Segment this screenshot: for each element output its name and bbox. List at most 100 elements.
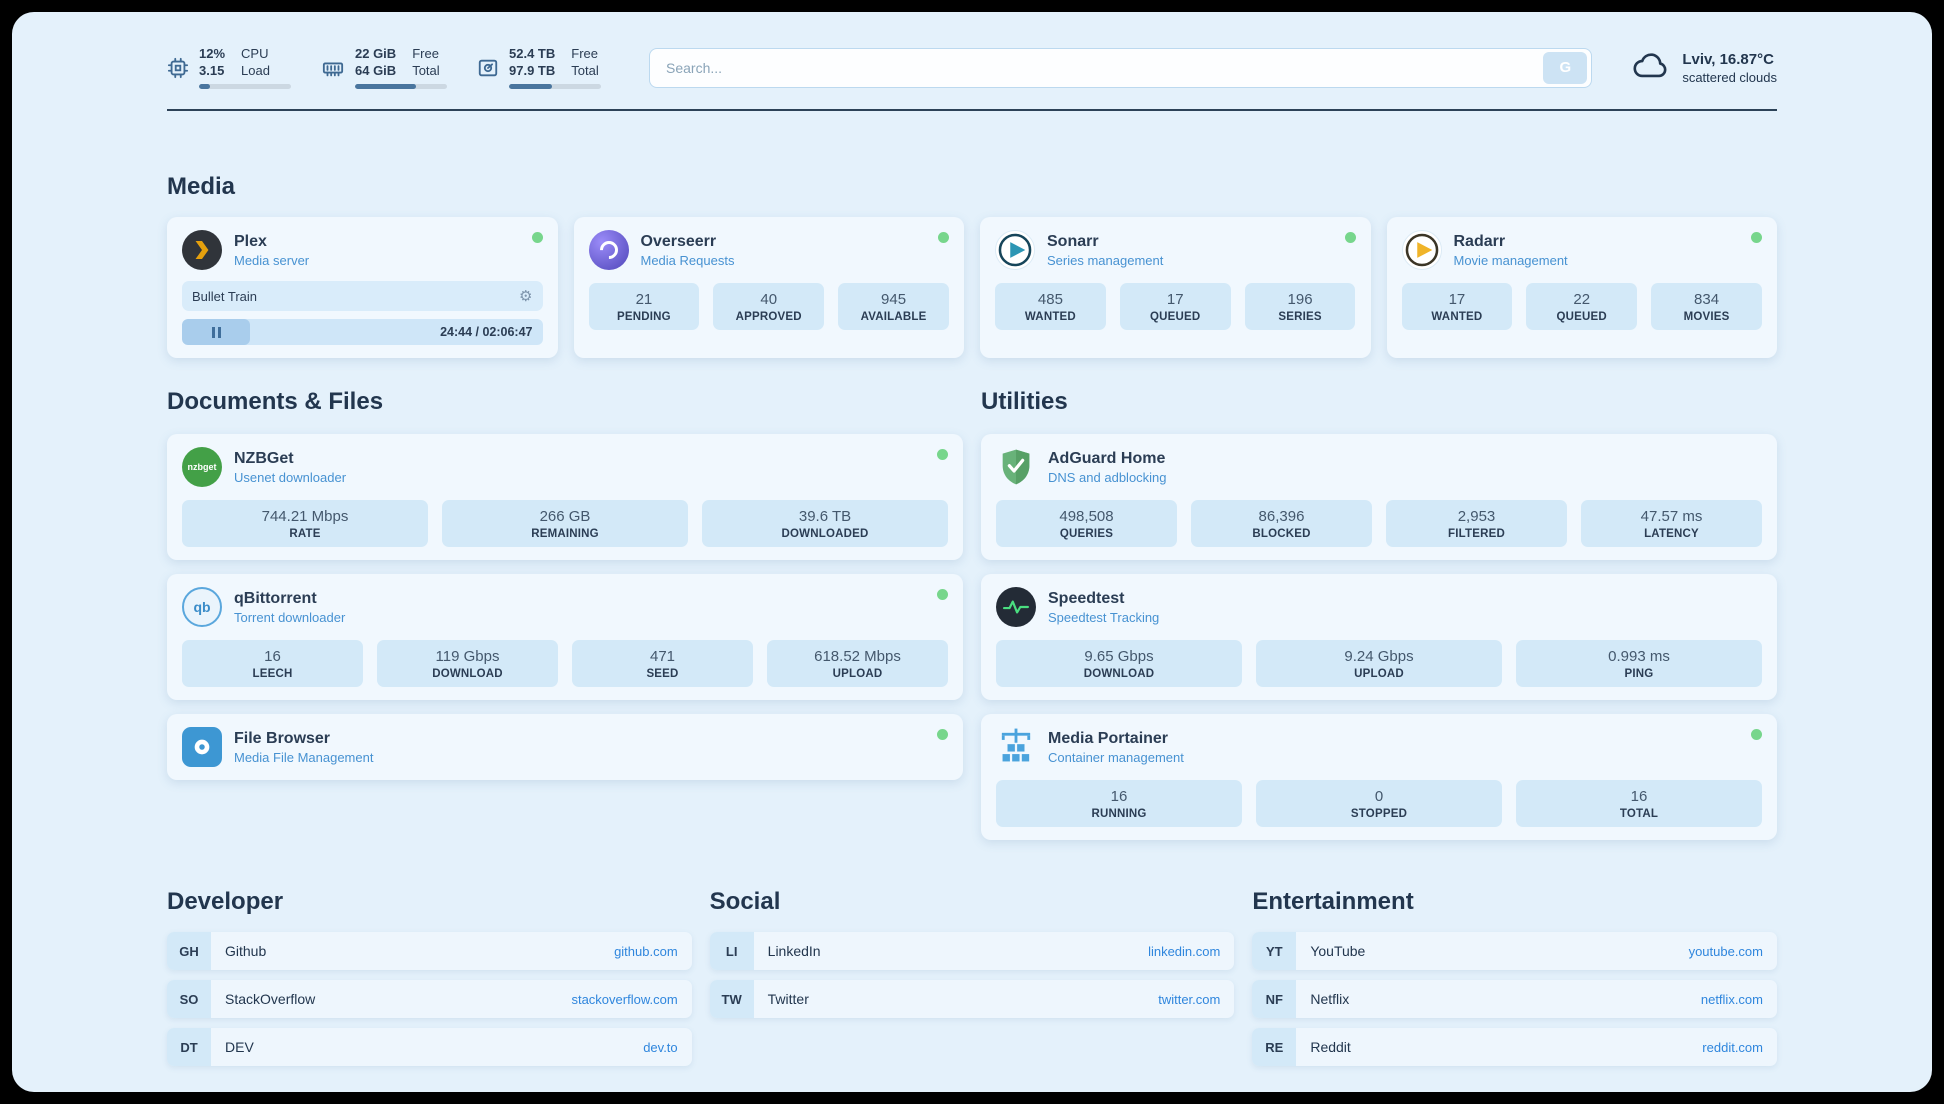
disk-usage-bar [509,84,601,89]
dev-abbr-icon: DT [167,1028,211,1066]
app-card-speedtest[interactable]: Speedtest Speedtest Tracking 9.65 Gbps D… [981,574,1777,700]
status-dot [1751,232,1762,243]
bookmark-netflix[interactable]: NF Netflix netflix.com [1252,980,1777,1018]
app-name: Speedtest [1048,589,1125,607]
stat-ping: 0.993 ms PING [1516,640,1762,687]
app-name: qBittorrent [234,589,317,607]
twitter-abbr-icon: TW [709,980,754,1018]
app-name: Sonarr [1047,232,1099,250]
weather-location: Lviv, 16.87°C [1682,50,1774,68]
app-desc: Torrent downloader [234,609,346,625]
stat-latency: 47.57 ms LATENCY [1581,500,1762,547]
portainer-logo-icon [996,727,1036,767]
app-card-radarr[interactable]: Radarr Movie management 17 WANTED 22 QUE… [1386,217,1777,358]
status-dot [938,232,949,243]
reddit-abbr-icon: RE [1252,1028,1297,1066]
section-entertainment: Entertainment YT YouTube youtube.com NF … [1252,888,1777,1066]
disk-label-bottom: Total [571,63,599,78]
search-bar: G [649,47,1593,88]
status-dot [531,232,543,243]
plex-logo-icon [182,230,222,270]
cpu-icon [167,57,189,79]
stat-running: 16 RUNNING [996,780,1242,827]
speedtest-logo-icon [996,587,1036,627]
stat-movies: 834 MOVIES [1651,283,1762,330]
disk-total-value: 97.9 TB [509,63,556,78]
top-bar: 12% 3.15 CPU Load [167,46,1777,89]
stat-seed: 471 SEED [572,640,753,687]
disk-free-value: 52.4 TB [509,46,556,61]
app-card-sonarr[interactable]: Sonarr Series management 485 WANTED 17 Q… [980,217,1371,358]
stat-filtered: 2,953 FILTERED [1386,500,1567,547]
stat-pending: 21 PENDING [588,283,700,330]
app-desc: Media File Management [234,749,374,765]
social-heading: Social [709,888,781,915]
disk-label-top: Free [571,46,598,61]
now-playing-title: Bullet Train [192,288,258,304]
stat-queued: 17 QUEUED [1119,283,1231,330]
cpu-label-top: CPU [241,46,269,61]
overseerr-logo-icon [588,230,629,270]
cpu-usage-bar [199,84,291,89]
status-dot [1344,232,1356,243]
stat-total: 16 TOTAL [1516,780,1762,827]
ram-free-value: 22 GiB [355,46,397,61]
entertainment-heading: Entertainment [1252,888,1414,915]
gear-icon[interactable]: ⚙ [519,288,533,305]
app-card-portainer[interactable]: Media Portainer Container management 16 … [981,714,1777,840]
bookmark-youtube[interactable]: YT YouTube youtube.com [1252,932,1777,970]
ram-widget: 22 GiB 64 GiB Free Total [321,46,447,89]
app-card-nzbget[interactable]: nzbget NZBGet Usenet downloader 744.21 M… [167,434,963,560]
stat-upload: 618.52 Mbps UPLOAD [767,640,948,687]
stat-wanted: 17 WANTED [1401,283,1513,330]
bookmark-github[interactable]: GH Github github.com [167,932,692,970]
app-name: Plex [234,232,267,250]
status-dot [937,729,948,740]
bookmark-stackoverflow[interactable]: SO StackOverflow stackoverflow.com [167,980,692,1018]
app-card-filebrowser[interactable]: File Browser Media File Management [167,714,963,780]
app-card-plex[interactable]: Plex Media server Bullet Train ⚙ 24:44 /… [167,217,558,358]
search-input[interactable] [654,59,1544,76]
ram-usage-bar [355,84,447,89]
app-desc: Media server [234,252,310,268]
bookmark-twitter[interactable]: TW Twitter twitter.com [709,980,1235,1018]
nzbget-logo-icon: nzbget [182,447,222,487]
status-dot [1751,729,1762,740]
bookmark-dev[interactable]: DT DEV dev.to [167,1028,692,1066]
disk-icon [477,57,499,79]
plex-now-playing: Bullet Train ⚙ [182,281,543,311]
app-name: AdGuard Home [1048,449,1166,467]
app-desc: Media Requests [640,252,735,268]
status-dot [937,449,948,460]
app-name: Media Portainer [1048,729,1169,747]
plex-playback-time: 24:44 / 02:06:47 [440,325,533,339]
developer-heading: Developer [167,888,284,915]
app-desc: DNS and adblocking [1048,469,1167,485]
qbittorrent-logo-icon: qb [182,587,222,627]
media-heading: Media [167,173,236,200]
plex-progress-played [182,319,251,345]
section-documents: Documents & Files nzbget NZBGet Usenet d… [167,388,963,780]
app-name: NZBGet [234,449,294,467]
bookmark-linkedin[interactable]: LI LinkedIn linkedin.com [709,932,1235,970]
bookmark-reddit[interactable]: RE Reddit reddit.com [1252,1028,1777,1066]
status-dot [937,589,948,600]
app-card-overseerr[interactable]: Overseerr Media Requests 21 PENDING 40 A… [573,217,964,358]
ram-icon [321,57,345,79]
stat-blocked: 86,396 BLOCKED [1191,500,1372,547]
disk-widget: 52.4 TB 97.9 TB Free Total [477,46,601,89]
topbar-divider [167,109,1777,111]
weather-widget: Lviv, 16.87°C scattered clouds [1632,51,1777,85]
app-card-adguard[interactable]: AdGuard Home DNS and adblocking 498,508 … [981,434,1777,560]
radarr-logo-icon [1401,230,1442,270]
app-name: Overseerr [640,232,717,250]
documents-heading: Documents & Files [167,388,384,415]
app-desc: Container management [1048,749,1184,765]
stat-upload: 9.24 Gbps UPLOAD [1256,640,1502,687]
app-card-qbittorrent[interactable]: qb qBittorrent Torrent downloader 16 LEE… [167,574,963,700]
section-social: Social LI LinkedIn linkedin.com TW Twitt… [709,888,1235,1066]
stat-wanted: 485 WANTED [995,283,1106,330]
app-desc: Usenet downloader [234,469,347,485]
search-engine-button[interactable]: G [1543,51,1588,84]
stat-series: 196 SERIES [1244,283,1356,330]
